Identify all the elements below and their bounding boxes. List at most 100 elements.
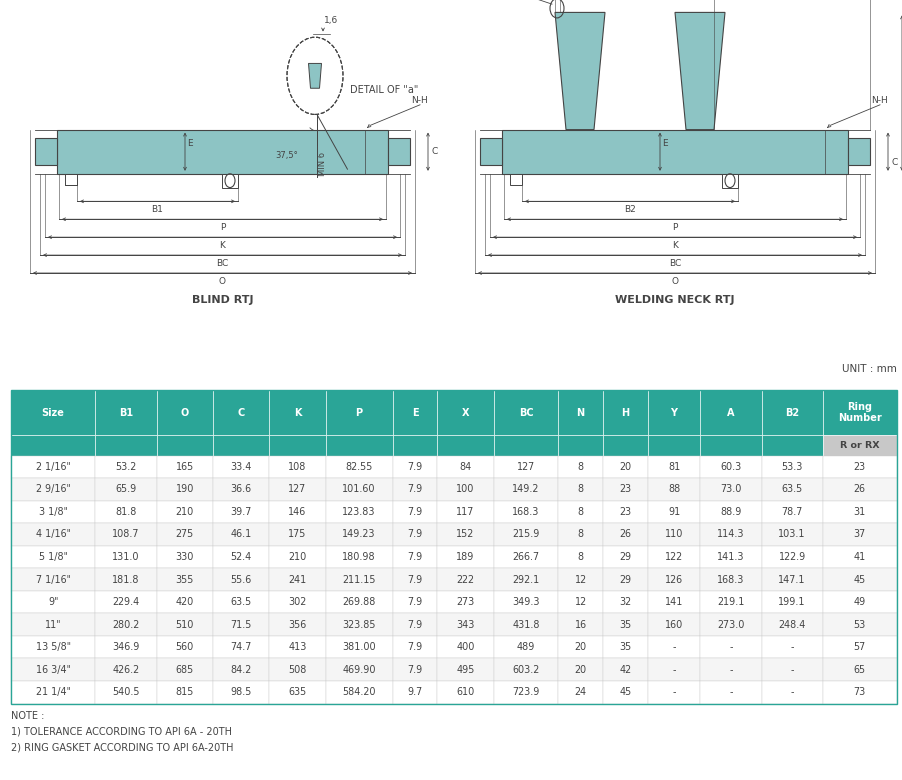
Text: H: H — [621, 408, 629, 417]
Text: 266.7: 266.7 — [511, 552, 539, 562]
Text: 126: 126 — [664, 575, 682, 584]
Text: -: - — [672, 687, 675, 697]
Text: 53.2: 53.2 — [115, 462, 136, 472]
Text: 152: 152 — [456, 530, 474, 540]
Bar — [156, 636, 213, 658]
Text: 149.2: 149.2 — [511, 484, 539, 495]
Text: 26: 26 — [852, 484, 865, 495]
Bar — [437, 478, 493, 501]
Text: 190: 190 — [175, 484, 194, 495]
Text: BC: BC — [518, 408, 533, 417]
Bar — [647, 658, 700, 681]
Text: 81: 81 — [667, 462, 679, 472]
Text: 101.60: 101.60 — [342, 484, 375, 495]
Text: 88.9: 88.9 — [720, 507, 741, 517]
Text: 603.2: 603.2 — [511, 665, 539, 675]
Text: UNIT : mm: UNIT : mm — [841, 364, 896, 374]
Bar — [11, 523, 96, 546]
Text: C: C — [431, 147, 437, 156]
Bar — [700, 546, 760, 569]
Text: 323.85: 323.85 — [342, 619, 375, 629]
Bar — [822, 658, 896, 681]
Text: 29: 29 — [619, 575, 630, 584]
Text: 73: 73 — [852, 687, 865, 697]
Text: 426.2: 426.2 — [112, 665, 140, 675]
Bar — [760, 658, 822, 681]
Text: 20: 20 — [574, 642, 586, 652]
Bar — [213, 501, 269, 523]
Text: 9.7: 9.7 — [407, 687, 422, 697]
Text: 52.4: 52.4 — [230, 552, 252, 562]
Bar — [392, 590, 437, 613]
Bar — [700, 590, 760, 613]
Bar — [65, 174, 77, 185]
Bar — [493, 613, 557, 636]
Text: 635: 635 — [288, 687, 307, 697]
Text: 269.88: 269.88 — [342, 597, 375, 607]
Text: 168.3: 168.3 — [716, 575, 744, 584]
Bar — [437, 613, 493, 636]
Text: 39.7: 39.7 — [230, 507, 252, 517]
Bar — [326, 523, 392, 546]
Bar — [437, 636, 493, 658]
Bar — [700, 390, 760, 435]
Bar — [392, 478, 437, 501]
Bar — [96, 478, 156, 501]
Bar — [96, 636, 156, 658]
Bar — [437, 390, 493, 435]
Text: B2: B2 — [784, 408, 798, 417]
Text: 1) TOLERANCE ACCORDING TO API 6A - 20TH: 1) TOLERANCE ACCORDING TO API 6A - 20TH — [11, 727, 232, 737]
Text: 5 1/8": 5 1/8" — [39, 552, 68, 562]
Text: 495: 495 — [456, 665, 474, 675]
Bar — [213, 569, 269, 590]
Bar — [326, 501, 392, 523]
Bar — [647, 390, 700, 435]
Bar — [11, 658, 96, 681]
Bar — [647, 523, 700, 546]
Text: 355: 355 — [175, 575, 194, 584]
Text: 7.9: 7.9 — [407, 619, 422, 629]
Text: Ring
Number: Ring Number — [837, 402, 880, 424]
Text: N-H: N-H — [411, 96, 428, 105]
Bar — [213, 523, 269, 546]
Bar — [96, 435, 156, 456]
Text: 149.23: 149.23 — [342, 530, 375, 540]
Text: 210: 210 — [288, 552, 307, 562]
Text: 123.83: 123.83 — [342, 507, 375, 517]
Bar — [269, 681, 326, 704]
Bar — [269, 590, 326, 613]
Bar — [326, 456, 392, 478]
Bar — [647, 456, 700, 478]
Text: 53: 53 — [852, 619, 865, 629]
Bar — [822, 569, 896, 590]
Bar — [700, 523, 760, 546]
Bar — [11, 613, 96, 636]
Text: 26: 26 — [619, 530, 630, 540]
Bar — [603, 590, 647, 613]
Polygon shape — [555, 12, 604, 129]
Text: 78.7: 78.7 — [780, 507, 802, 517]
Text: 33.4: 33.4 — [230, 462, 252, 472]
Bar — [603, 523, 647, 546]
Bar — [96, 681, 156, 704]
Bar — [392, 569, 437, 590]
Bar — [156, 590, 213, 613]
Bar — [11, 456, 96, 478]
Bar — [156, 613, 213, 636]
Text: 610: 610 — [456, 687, 474, 697]
Text: 8: 8 — [577, 552, 583, 562]
Bar — [213, 390, 269, 435]
Text: 241: 241 — [288, 575, 307, 584]
Text: DETAIL OF "a": DETAIL OF "a" — [350, 85, 418, 94]
Bar — [269, 613, 326, 636]
Text: 229.4: 229.4 — [112, 597, 140, 607]
Text: 146: 146 — [288, 507, 307, 517]
Text: 381.00: 381.00 — [342, 642, 375, 652]
Bar — [760, 435, 822, 456]
Bar — [557, 478, 603, 501]
Text: 141.3: 141.3 — [716, 552, 744, 562]
Bar — [493, 501, 557, 523]
Text: 24: 24 — [574, 687, 586, 697]
Bar — [603, 501, 647, 523]
Bar — [269, 456, 326, 478]
